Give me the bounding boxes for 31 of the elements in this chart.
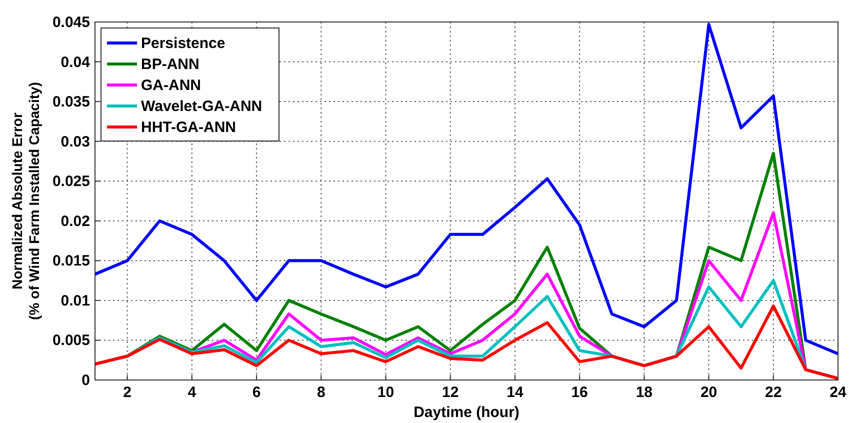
x-tick-label: 6 xyxy=(252,384,261,401)
x-tick-label: 8 xyxy=(316,384,326,401)
legend-label: Wavelet-GA-ANN xyxy=(141,98,262,115)
y-tick-label: 0.035 xyxy=(52,94,90,111)
legend-label: HHT-GA-ANN xyxy=(141,119,236,136)
x-tick-label: 10 xyxy=(377,384,394,401)
y-tick-label: 0.02 xyxy=(60,212,90,230)
y-tick-label: 0.01 xyxy=(60,292,90,310)
x-axis-title: Daytime (hour) xyxy=(414,404,520,421)
y-tick-label: 0.04 xyxy=(60,54,91,71)
y-axis-title: Normalized Absolute Error (% of Wind Farm Installed Capacity) xyxy=(9,82,42,320)
x-tick-label: 12 xyxy=(442,384,459,401)
y-tick-label: 0.03 xyxy=(60,133,90,150)
x-tick-label: 24 xyxy=(830,384,847,401)
x-tick-label: 20 xyxy=(700,384,718,401)
x-tick-label: 2 xyxy=(123,384,132,401)
y-tick-label: 0.045 xyxy=(52,14,90,31)
y-tick-label: 0.005 xyxy=(52,332,90,350)
x-tick-label: 4 xyxy=(188,384,197,401)
y-tick-label: 0.025 xyxy=(52,173,90,190)
line-series xyxy=(94,22,840,356)
y-tick-label: 0.015 xyxy=(52,252,90,270)
y-tick-label: 0 xyxy=(82,372,90,389)
x-tick-label: 14 xyxy=(506,384,524,401)
legend-label: GA-ANN xyxy=(141,77,201,94)
x-tick-label: 18 xyxy=(636,384,653,401)
legend-label: Persistence xyxy=(141,35,226,52)
line-series xyxy=(94,304,840,380)
x-tick-label: 16 xyxy=(571,384,588,401)
x-tick-label: 22 xyxy=(765,384,782,401)
legend-label: BP-ANN xyxy=(141,56,200,73)
